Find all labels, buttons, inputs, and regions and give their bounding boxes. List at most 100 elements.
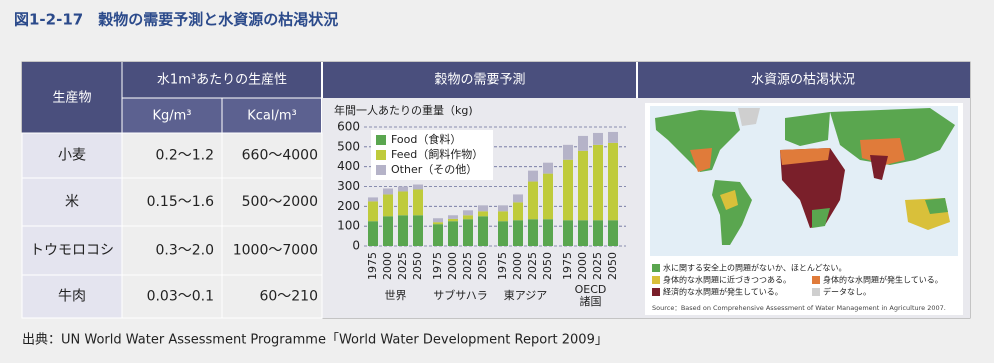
cell-value: 0.15～1.6 bbox=[147, 194, 215, 210]
cell-value: 660～4000 bbox=[242, 148, 318, 164]
cell-value: 0.2～1.2 bbox=[155, 148, 214, 164]
bar-segment bbox=[498, 211, 508, 222]
column-header: 水1m³あたりの生産性 bbox=[157, 72, 287, 88]
map-legend-swatch bbox=[652, 288, 660, 296]
bar-segment bbox=[513, 220, 523, 246]
legend-swatch bbox=[376, 135, 386, 145]
cell-value: 500～2000 bbox=[242, 194, 318, 210]
bar-segment bbox=[433, 224, 443, 246]
bar-segment bbox=[563, 159, 573, 221]
bar-segment bbox=[368, 197, 378, 202]
bar-segment bbox=[383, 188, 393, 195]
bar-segment bbox=[463, 215, 473, 220]
map-legend-swatch bbox=[652, 276, 660, 284]
bar-segment bbox=[413, 189, 423, 216]
cell-value: 0.03～0.1 bbox=[147, 289, 214, 305]
y-tick-label: 100 bbox=[337, 219, 360, 233]
bar-segment bbox=[368, 221, 378, 246]
bar-segment bbox=[463, 210, 473, 216]
legend-swatch bbox=[376, 165, 386, 175]
bar-segment bbox=[608, 142, 618, 221]
bar-segment bbox=[578, 150, 588, 221]
x-tick-label: 2050 bbox=[606, 252, 619, 280]
group-label: 東アジア bbox=[504, 289, 548, 302]
map-source: Source：Based on Comprehensive Assessment… bbox=[652, 304, 946, 312]
map-legend-swatch bbox=[652, 264, 660, 272]
region bbox=[690, 148, 712, 172]
bar-segment bbox=[543, 162, 553, 174]
x-tick-label: 2050 bbox=[411, 252, 424, 280]
bar-segment bbox=[383, 216, 393, 246]
x-tick-label: 2050 bbox=[476, 252, 489, 280]
group-label: 世界 bbox=[385, 289, 407, 302]
x-tick-label: 2025 bbox=[591, 252, 604, 280]
x-tick-label: 2025 bbox=[461, 252, 474, 280]
bar-segment bbox=[433, 218, 443, 223]
bar-segment bbox=[543, 173, 553, 220]
map-legend-label: 身体的な水問題に近づきつつある。 bbox=[663, 275, 791, 285]
y-axis-label: 年間一人あたりの重量（kg) bbox=[334, 103, 473, 117]
bar-segment bbox=[478, 205, 488, 212]
column-header: 穀物の需要予測 bbox=[434, 73, 525, 88]
x-tick-label: 2050 bbox=[541, 252, 554, 280]
legend-label: Feed（飼料作物） bbox=[391, 147, 483, 161]
bar-segment bbox=[593, 144, 603, 221]
bar-segment bbox=[413, 215, 423, 246]
x-tick-label: 1975 bbox=[366, 252, 379, 280]
map-legend-swatch bbox=[812, 276, 820, 284]
x-tick-label: 1975 bbox=[561, 252, 574, 280]
legend-label: Food（食料） bbox=[391, 132, 461, 146]
x-tick-label: 2000 bbox=[576, 252, 589, 280]
cell-value: 0.3～2.0 bbox=[155, 243, 214, 259]
cell-value: 60～210 bbox=[259, 289, 318, 305]
group-label: OECD bbox=[575, 283, 607, 296]
source-note: 出典：UN World Water Assessment Programme「W… bbox=[22, 333, 608, 348]
bar-segment bbox=[398, 191, 408, 216]
map-legend-label: 水に関する安全上の問題がないか、ほとんどない。 bbox=[663, 263, 846, 273]
bar-segment bbox=[448, 221, 458, 246]
x-tick-label: 2000 bbox=[511, 252, 524, 280]
bar-segment bbox=[413, 184, 423, 190]
group-label: サブサハラ bbox=[433, 288, 488, 302]
sub-header: Kg/m³ bbox=[152, 109, 191, 124]
row-label: トウモロコシ bbox=[30, 243, 114, 259]
bar-segment bbox=[593, 132, 603, 145]
column-header: 生産物 bbox=[52, 90, 91, 106]
bar-segment bbox=[368, 201, 378, 222]
india bbox=[870, 155, 888, 180]
bar-segment bbox=[608, 220, 618, 246]
region bbox=[925, 198, 948, 214]
x-tick-label: 2025 bbox=[396, 252, 409, 280]
bar-segment bbox=[593, 220, 603, 246]
bar-segment bbox=[498, 221, 508, 246]
bar-segment bbox=[528, 181, 538, 220]
y-tick-label: 600 bbox=[337, 120, 360, 134]
cell-bg bbox=[21, 177, 123, 227]
group-label: 諸国 bbox=[580, 294, 602, 308]
map-legend-swatch bbox=[812, 288, 820, 296]
cell-bg bbox=[21, 132, 123, 179]
africa bbox=[780, 148, 845, 228]
region bbox=[720, 190, 738, 210]
legend-swatch bbox=[376, 150, 386, 160]
figure-title: 図1-2-17 穀物の需要予測と水資源の枯渇状況 bbox=[14, 11, 338, 29]
row-label: 米 bbox=[65, 194, 79, 210]
bar-segment bbox=[528, 170, 538, 182]
x-tick-label: 2000 bbox=[446, 252, 459, 280]
bar-segment bbox=[563, 144, 573, 160]
y-tick-label: 400 bbox=[337, 159, 360, 173]
map-legend-label: 身体的な水問題が発生している。 bbox=[823, 275, 943, 285]
cell-value: 1000～7000 bbox=[233, 243, 318, 259]
map-legend-label: 経済的な水問題が発生している。 bbox=[663, 287, 783, 297]
bar-segment bbox=[563, 220, 573, 246]
y-tick-label: 500 bbox=[337, 139, 360, 153]
world-map bbox=[650, 106, 958, 256]
bar-segment bbox=[543, 219, 553, 246]
x-tick-label: 1975 bbox=[431, 252, 444, 280]
legend-box bbox=[371, 130, 493, 180]
bar-segment bbox=[513, 202, 523, 221]
bar-segment bbox=[383, 194, 393, 217]
bar-segment bbox=[608, 131, 618, 143]
y-tick-label: 200 bbox=[337, 199, 360, 213]
